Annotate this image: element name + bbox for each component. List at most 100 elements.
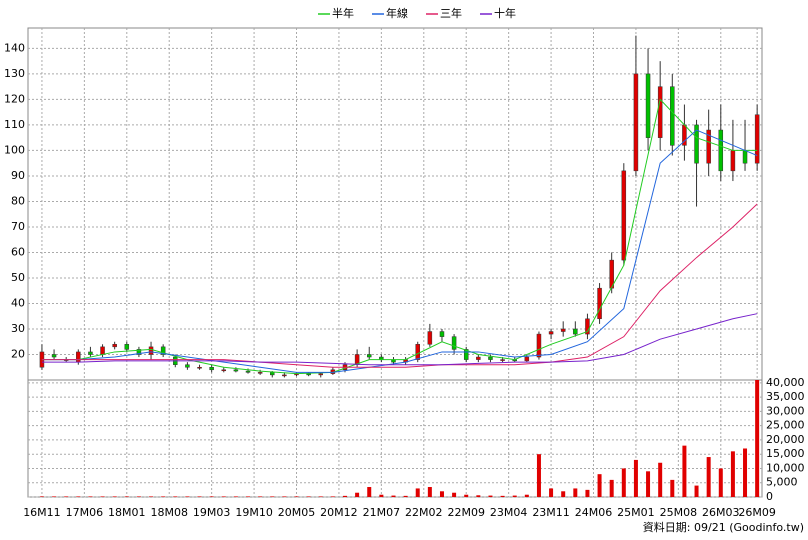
y2-tick-label: 10,000 [766,461,805,474]
candle-body [136,349,142,355]
volume-bar [124,496,129,497]
volume-bar [730,451,735,497]
volume-bar [306,496,311,497]
volume-bar [149,496,154,497]
y2-tick-label: 35,000 [766,390,805,403]
candle-body [742,150,748,164]
candle-body [209,366,214,371]
volume-bar [597,474,602,497]
candle-body [197,366,202,369]
volume-bar [427,487,432,497]
y-tick-label: 120 [4,92,25,105]
y-tick-label: 140 [4,41,25,54]
volume-bar [524,494,529,497]
x-tick-label: 16M11 [23,506,61,519]
y-tick-label: 50 [11,271,25,284]
x-tick-label: 19M10 [235,506,273,519]
volume-bar [512,495,517,497]
candle-body [76,351,81,363]
volume-bar [755,380,760,497]
volume-bar [161,496,166,497]
y2-tick-label: 20,000 [766,433,805,446]
candle-body [585,318,590,335]
volume-bar [452,492,457,497]
volume-bar [379,494,384,497]
candle-body [500,359,505,361]
candle-body [306,373,311,376]
volume-bar [658,462,663,497]
candle-body [257,372,263,374]
x-tick-label: 19M03 [193,506,231,519]
y-tick-label: 100 [4,143,25,156]
volume-bar [488,495,493,497]
volume-bar [330,496,335,497]
y-tick-label: 20 [11,347,25,360]
y2-tick-label: 25,000 [766,419,805,432]
candle-body [536,333,542,358]
y-tick-label: 130 [4,67,25,80]
candle-body [645,73,651,138]
volume-bar [282,496,287,497]
candle-body [730,150,736,172]
candle-body [463,349,469,360]
x-tick-label: 18M01 [108,506,146,519]
candle-body [597,287,602,320]
candle-body [476,356,481,360]
x-tick-label: 20M12 [320,506,358,519]
candle-body [718,129,724,172]
volume-bar [476,495,481,497]
y-tick-label: 80 [11,194,25,207]
volume-bar [646,471,651,497]
candle-body [112,344,117,348]
candle-body [694,124,699,164]
y-tick-label: 110 [4,118,25,131]
volume-bar [173,496,178,497]
candle-body [573,328,578,335]
y2-tick-label: 30,000 [766,404,805,417]
x-tick-label: 18M08 [150,506,188,519]
candle-body [160,346,166,355]
ma-line [41,129,758,373]
candle-body [366,354,372,358]
x-tick-label: 25M01 [617,506,655,519]
legend-label: 十年 [494,6,516,20]
volume-bar [464,494,469,497]
volume-bar [633,459,638,497]
volume-bar [573,488,578,497]
ma-line [41,313,758,366]
candle-body [439,331,445,337]
candle-body [488,356,493,360]
x-tick-label: 25M08 [660,506,698,519]
x-tick-label: 20M05 [278,506,316,519]
volume-bar [294,496,299,497]
volume-bar [670,479,675,497]
volume-bar [136,496,141,497]
candle-body [427,331,433,345]
x-tick-label: 22M09 [447,506,485,519]
candle-body [657,86,663,138]
volume-bar [233,496,238,497]
volume-bar [88,496,93,497]
volume-bar [391,495,396,497]
volume-bar [549,488,554,497]
volume-bar [64,496,69,497]
y-tick-label: 60 [11,245,25,258]
y2-tick-label: 40,000 [766,376,805,389]
volume-bar [221,496,226,497]
volume-bar [585,489,590,497]
footer: 資料日期: 09/21 (Goodinfo.tw) [643,520,804,534]
candle-body [282,374,287,377]
plot-frame [27,27,763,498]
volume-bar [706,457,711,497]
volume-bar [246,496,251,497]
candle-body [245,370,251,373]
ma-line [41,98,758,375]
volume-bar [439,491,444,497]
candle-body [185,364,190,368]
x-tick-label: 24M06 [575,506,613,519]
candle-body [88,351,93,355]
candle-body [221,369,227,372]
y2-tick-label: 5,000 [766,476,798,489]
